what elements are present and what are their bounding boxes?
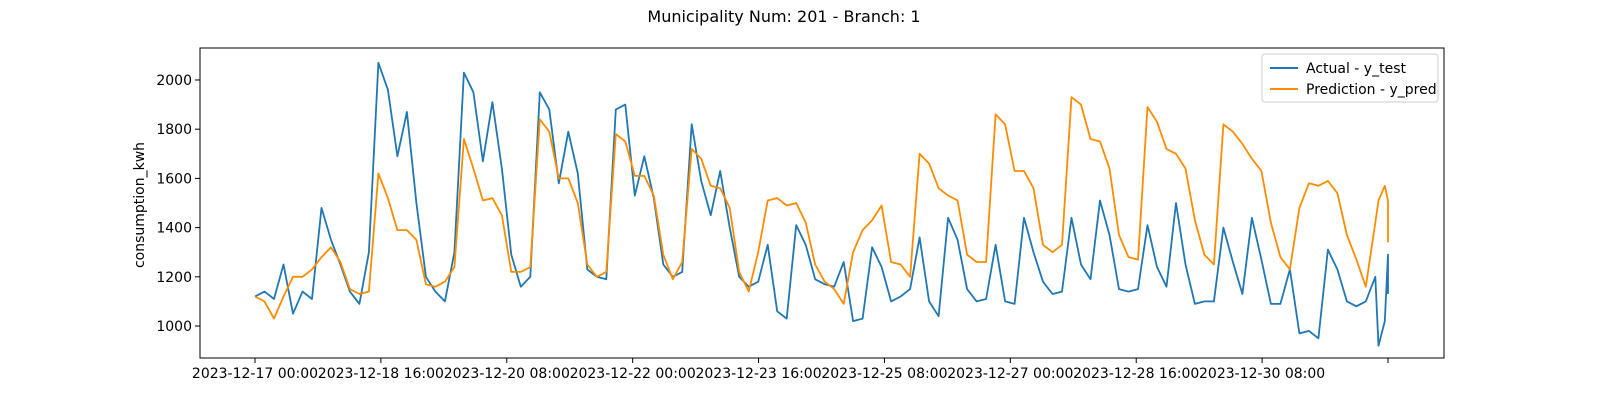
x-tick-label: 2023-12-30 08:00 bbox=[1199, 366, 1325, 382]
y-tick-label: 1000 bbox=[156, 319, 192, 335]
legend-box bbox=[1261, 53, 1439, 103]
x-tick-label: 2023-12-22 00:00 bbox=[570, 366, 696, 382]
x-tick-label: 2023-12-17 00:00 bbox=[192, 366, 318, 382]
x-axis: 2023-12-17 00:00 2023-12-18 16:00 2023-12-… bbox=[192, 358, 1389, 382]
series-line-0 bbox=[254, 61, 1389, 347]
legend-label-0: Actual - y_test bbox=[1306, 61, 1406, 77]
series-line-1 bbox=[254, 96, 1389, 320]
legend: Actual - y_test Prediction - y_pred bbox=[1261, 53, 1439, 103]
y-tick-label: 1200 bbox=[156, 270, 192, 286]
chart-title: Municipality Num: 201 - Branch: 1 bbox=[647, 7, 920, 26]
y-tick-label: 1800 bbox=[156, 122, 192, 138]
plot-frame bbox=[199, 47, 1445, 359]
y-tick-label: 1600 bbox=[156, 171, 192, 187]
x-tick-label: 2023-12-27 00:00 bbox=[947, 366, 1073, 382]
x-tick-label: 2023-12-20 08:00 bbox=[444, 366, 570, 382]
y-tick-label: 2000 bbox=[156, 73, 192, 89]
y-axis-label: consumption_kwh bbox=[132, 142, 148, 268]
y-axis: 1000 1200 1400 1600 1800 2000 bbox=[156, 73, 200, 335]
x-tick-label: 2023-12-25 08:00 bbox=[821, 366, 947, 382]
plot-area bbox=[254, 61, 1389, 347]
x-tick-label: 2023-12-28 16:00 bbox=[1073, 366, 1199, 382]
legend-label-1: Prediction - y_pred bbox=[1306, 82, 1437, 98]
x-tick-label: 2023-12-23 16:00 bbox=[695, 366, 821, 382]
x-tick-label: 2023-12-18 16:00 bbox=[318, 366, 444, 382]
y-tick-label: 1400 bbox=[156, 221, 192, 237]
